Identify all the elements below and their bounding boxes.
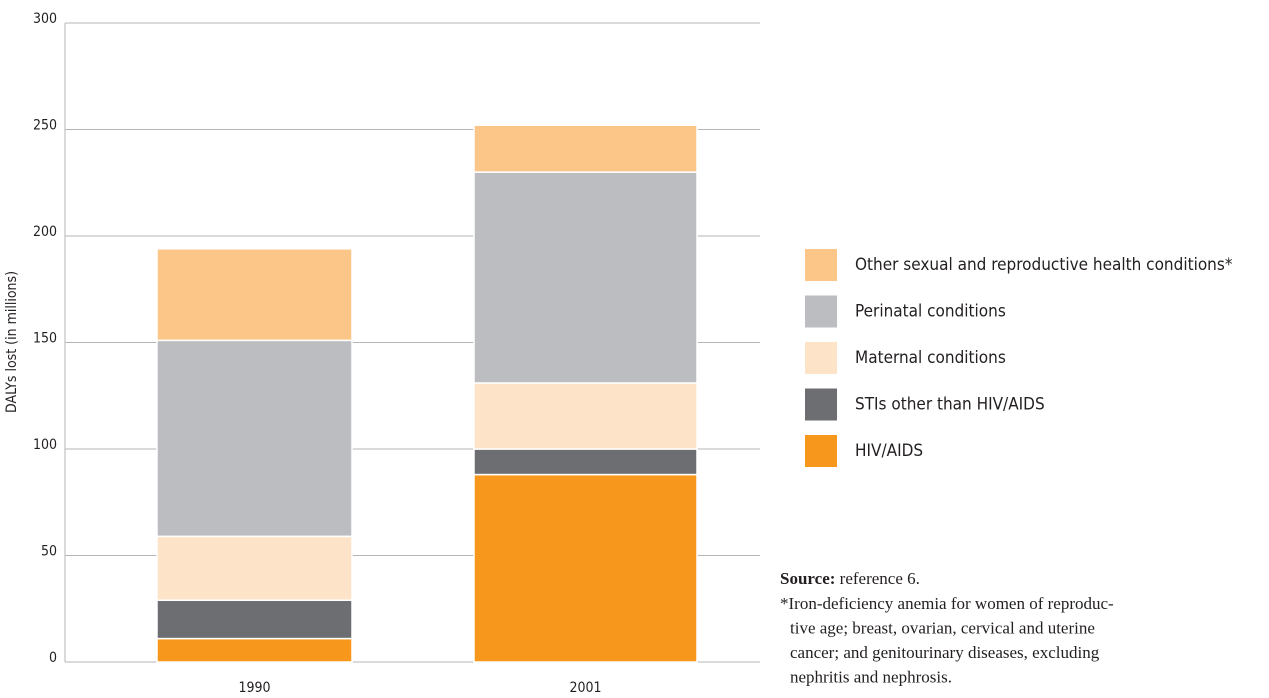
- footnote-line: cancer; and genitourinary diseases, excl…: [790, 643, 1100, 662]
- legend-swatch: [805, 342, 837, 374]
- legend-label: STIs other than HIV/AIDS: [855, 395, 1045, 415]
- bar-segment: [473, 473, 698, 663]
- source-text: reference 6.: [840, 569, 920, 588]
- y-tick-label: 100: [33, 437, 57, 453]
- bar-segment: [473, 124, 698, 173]
- legend-swatch: [805, 249, 837, 281]
- y-tick-label: 50: [41, 544, 57, 560]
- x-tick-label: 1990: [238, 680, 270, 696]
- y-tick-label: 300: [33, 11, 57, 27]
- source: Source: reference 6.: [780, 569, 920, 588]
- legend-swatch: [805, 295, 837, 328]
- y-axis-label: DALYs lost (in millions): [4, 271, 20, 413]
- source-label: Source:: [780, 569, 835, 588]
- bar-segment: [473, 171, 698, 384]
- legend-swatch: [805, 435, 837, 467]
- legend-label: Other sexual and reproductive health con…: [855, 255, 1233, 275]
- y-tick-label: 150: [33, 331, 57, 347]
- y-tick-label: 200: [33, 224, 57, 240]
- x-tick-label: 2001: [569, 680, 601, 696]
- bar-segment: [156, 599, 353, 640]
- footnote-line: nephritis and nephrosis.: [790, 667, 952, 686]
- bar-segment: [473, 448, 698, 476]
- bar-segment: [156, 339, 353, 538]
- bar-segment: [156, 248, 353, 342]
- legend-label: Maternal conditions: [855, 348, 1006, 368]
- bar-segment: [156, 535, 353, 601]
- y-tick-label: 0: [49, 650, 57, 666]
- bar-segment: [156, 637, 353, 663]
- legend-swatch: [805, 388, 837, 421]
- footnote-line: tive age; breast, ovarian, cervical and …: [790, 618, 1095, 637]
- y-tick-label: 250: [33, 118, 57, 134]
- bar-segment: [473, 382, 698, 450]
- legend-label: HIV/AIDS: [855, 441, 923, 461]
- legend-label: Perinatal conditions: [855, 302, 1006, 322]
- footnote-line: *Iron-deficiency anemia for women of rep…: [780, 594, 1114, 613]
